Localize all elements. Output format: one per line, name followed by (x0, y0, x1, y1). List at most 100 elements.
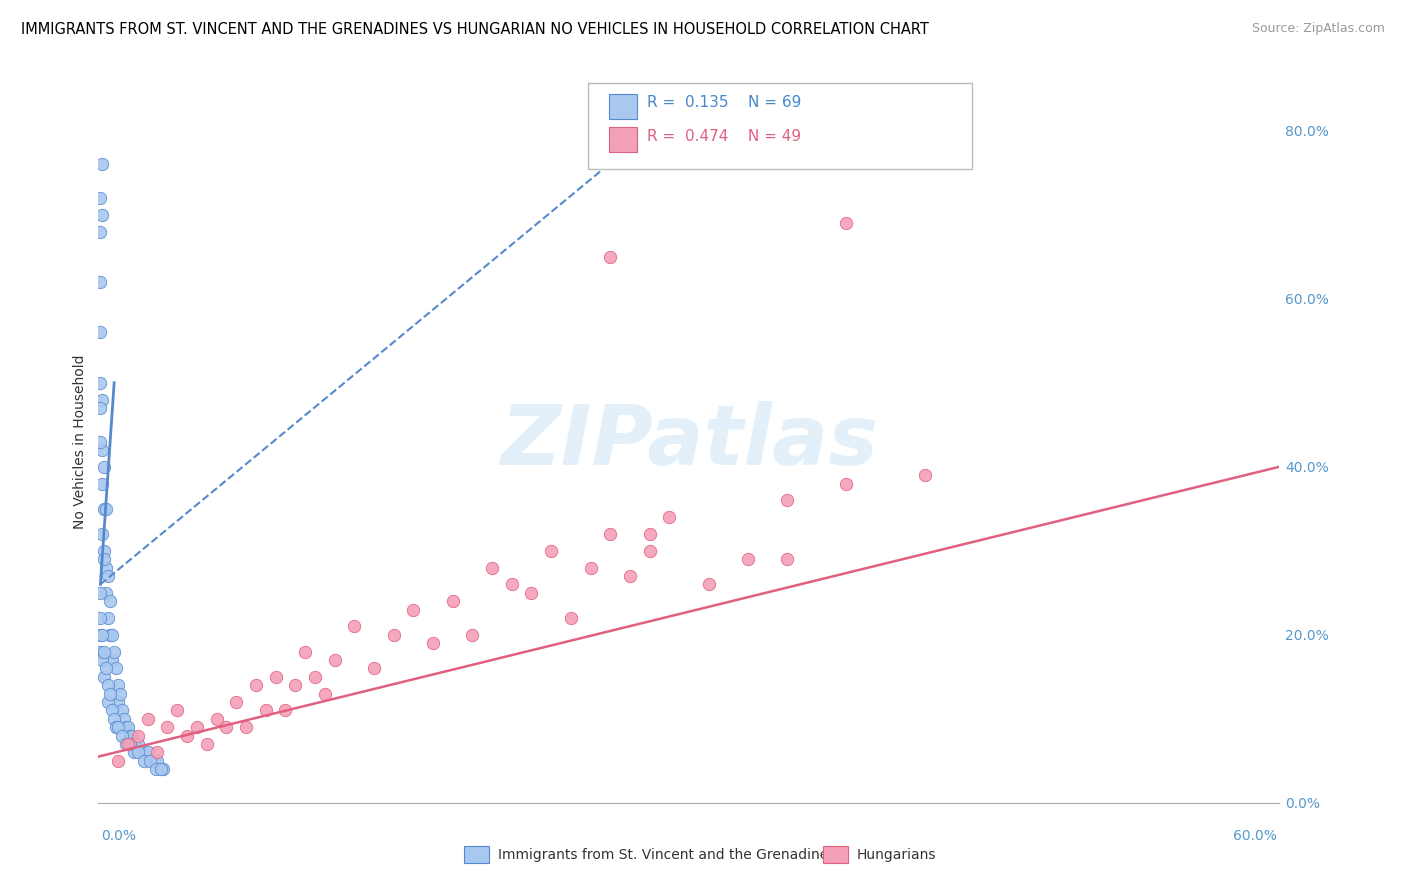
Point (619, 569, 641, 583)
Point (254, 703, 277, 717)
Point (117, 720, 139, 734)
Point (89, 434, 111, 449)
Point (105, 661, 128, 675)
Point (91, 208, 114, 222)
Point (914, 468, 936, 483)
Point (314, 687, 336, 701)
Point (108, 687, 131, 701)
Point (638, 527, 661, 541)
Point (101, 653, 124, 667)
Text: 0.0%: 0.0% (101, 829, 136, 843)
Point (131, 745, 153, 759)
Point (152, 762, 174, 776)
Point (146, 745, 169, 759)
Point (441, 594, 464, 608)
Point (89, 628, 111, 642)
Point (91, 628, 114, 642)
Y-axis label: No Vehicles in Household: No Vehicles in Household (73, 354, 87, 529)
Point (122, 737, 145, 751)
Text: Immigrants from St. Vincent and the Grenadines: Immigrants from St. Vincent and the Gren… (498, 847, 835, 862)
Point (89, 275, 111, 289)
Point (97, 678, 120, 692)
Point (89, 611, 111, 625)
Point (117, 737, 139, 751)
Point (150, 762, 173, 776)
Point (145, 762, 167, 776)
Point (89, 191, 111, 205)
Point (294, 644, 316, 658)
Point (101, 703, 124, 717)
Point (93, 459, 115, 474)
Point (422, 636, 444, 650)
Point (235, 720, 257, 734)
Point (103, 644, 125, 658)
Point (97, 695, 120, 709)
Point (107, 695, 129, 709)
Point (115, 737, 138, 751)
Point (96, 586, 118, 600)
Point (520, 586, 543, 600)
Point (402, 602, 425, 616)
Point (93, 543, 115, 558)
Point (107, 720, 129, 734)
Point (599, 250, 621, 264)
Text: Hungarians: Hungarians (856, 847, 936, 862)
Point (93, 644, 115, 658)
Point (121, 729, 143, 743)
Point (166, 703, 188, 717)
Text: Source: ZipAtlas.com: Source: ZipAtlas.com (1251, 22, 1385, 36)
Point (105, 720, 128, 734)
Point (93, 501, 115, 516)
Point (91, 527, 114, 541)
Point (89, 376, 111, 390)
Point (304, 670, 326, 684)
Point (118, 729, 141, 743)
Point (132, 754, 155, 768)
Point (89, 401, 111, 415)
Point (118, 737, 141, 751)
Point (284, 678, 307, 692)
Point (835, 476, 858, 491)
Point (638, 543, 661, 558)
Point (89, 586, 111, 600)
Point (136, 745, 159, 759)
Point (93, 670, 115, 684)
Point (115, 720, 138, 734)
Text: ZIPatlas: ZIPatlas (501, 401, 877, 482)
Point (215, 720, 238, 734)
Point (461, 628, 484, 642)
Point (323, 653, 346, 667)
Point (776, 493, 799, 508)
Point (176, 729, 198, 743)
Point (776, 552, 799, 566)
Point (195, 737, 218, 751)
Point (127, 745, 149, 759)
Point (89, 326, 111, 340)
Point (97, 569, 120, 583)
Point (91, 392, 114, 407)
Point (98, 628, 121, 642)
Point (186, 720, 208, 734)
Point (93, 552, 115, 566)
Point (697, 577, 720, 591)
Point (127, 737, 149, 751)
Point (274, 703, 297, 717)
Point (91, 442, 114, 457)
Point (540, 543, 562, 558)
Point (107, 678, 129, 692)
Point (91, 653, 114, 667)
Text: R =  0.474    N = 49: R = 0.474 N = 49 (647, 129, 801, 144)
Text: R =  0.135    N = 69: R = 0.135 N = 69 (647, 95, 801, 110)
Point (481, 560, 503, 574)
Point (96, 661, 118, 675)
Text: 60.0%: 60.0% (1233, 829, 1277, 843)
Point (127, 729, 149, 743)
Point (264, 670, 287, 684)
Point (122, 745, 145, 759)
Point (111, 729, 134, 743)
Point (560, 611, 582, 625)
Point (91, 157, 114, 171)
Point (225, 695, 247, 709)
Point (96, 501, 118, 516)
Point (737, 552, 759, 566)
